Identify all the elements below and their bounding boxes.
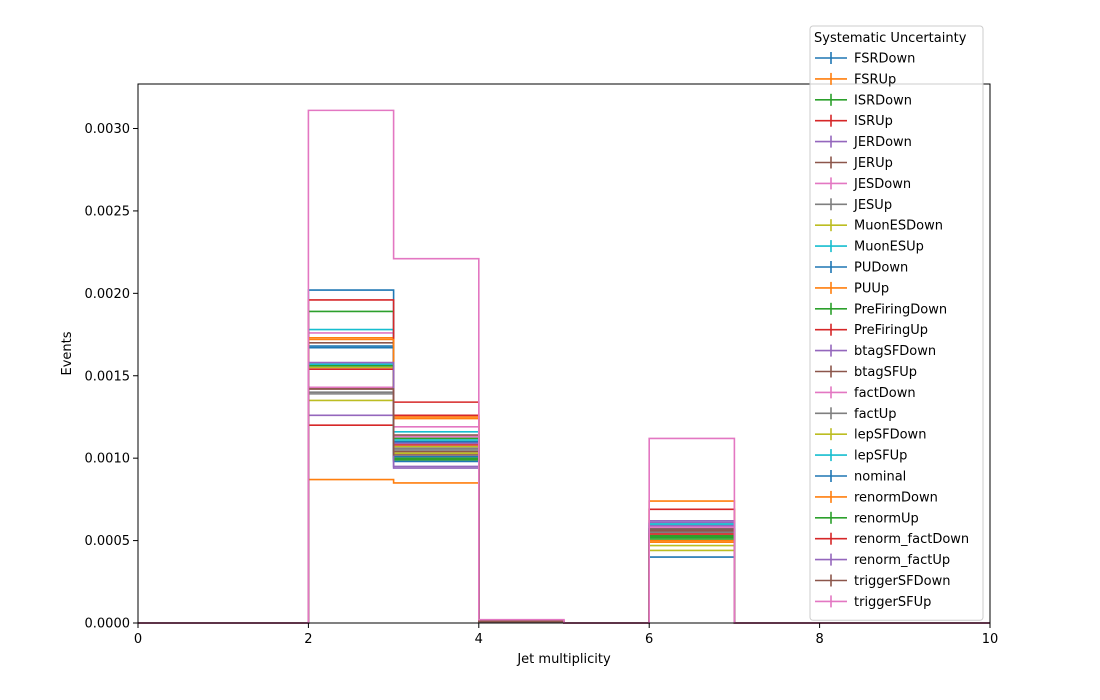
legend-label: ISRUp: [854, 114, 893, 129]
legend-label: triggerSFUp: [854, 595, 931, 610]
legend-label: renormUp: [854, 511, 919, 526]
legend-item: MuonESUp: [815, 240, 924, 255]
legend-item: factUp: [815, 407, 897, 422]
legend-label: btagSFUp: [854, 365, 917, 380]
legend-label: FSRDown: [854, 52, 915, 67]
legend-item: FSRUp: [815, 72, 896, 87]
legend-item: PreFiringUp: [815, 323, 928, 338]
x-axis-label: Jet multiplicity: [516, 652, 611, 667]
legend-item: PUDown: [815, 261, 908, 276]
x-tick-label: 10: [982, 632, 999, 647]
legend-label: MuonESDown: [854, 219, 943, 234]
legend-item: btagSFUp: [815, 365, 917, 380]
legend-item: factDown: [815, 386, 916, 401]
y-tick-label: 0.0030: [85, 122, 131, 137]
legend-item: MuonESDown: [815, 219, 943, 234]
x-tick-label: 0: [134, 632, 142, 647]
legend-label: PreFiringDown: [854, 302, 947, 317]
legend-label: factUp: [854, 407, 897, 422]
x-tick-label: 6: [645, 632, 653, 647]
legend-item: FSRDown: [815, 52, 915, 67]
y-tick-label: 0.0020: [85, 287, 131, 302]
legend: Systematic Uncertainty FSRDown FSRUp ISRDo…: [809, 25, 984, 621]
legend-label: factDown: [854, 386, 916, 401]
legend-label: PUUp: [854, 281, 889, 296]
legend-label: JESUp: [853, 198, 892, 213]
legend-label: renorm_factUp: [854, 553, 950, 568]
legend-label: lepSFUp: [854, 449, 907, 464]
legend-label: ISRDown: [854, 93, 912, 108]
legend-label: JESDown: [853, 177, 911, 192]
x-tick-label: 4: [475, 632, 483, 647]
legend-item: JESUp: [815, 198, 892, 213]
axes-layer: 0 2 4 6 8 10 0.0000 0.0005 0.0010 0.0015 0.0020 0.0…: [85, 122, 999, 647]
legend-label: FSRUp: [854, 72, 896, 87]
legend-label: PUDown: [854, 261, 908, 276]
plot-frame: [137, 83, 991, 624]
legend-item: renormDown: [815, 490, 938, 505]
legend-item: JERDown: [815, 135, 912, 150]
legend-label: lepSFDown: [854, 428, 926, 443]
legend-label: triggerSFDown: [854, 574, 950, 589]
legend-label: renorm_factDown: [854, 532, 969, 547]
legend-label: PreFiringUp: [854, 323, 928, 338]
legend-item: btagSFDown: [815, 344, 936, 359]
legend-item: triggerSFUp: [815, 595, 931, 610]
legend-item: lepSFDown: [815, 428, 926, 443]
legend-item: triggerSFDown: [815, 574, 950, 589]
y-tick-label: 0.0025: [85, 204, 131, 219]
legend-item: PreFiringDown: [815, 302, 947, 317]
legend-label: renormDown: [854, 490, 938, 505]
y-axis-label: Events: [60, 331, 75, 375]
x-tick-label: 2: [304, 632, 312, 647]
legend-label: MuonESUp: [854, 240, 924, 255]
legend-item: lepSFUp: [815, 449, 907, 464]
legend-label: JERDown: [853, 135, 912, 150]
y-tick-label: 0.0015: [85, 369, 131, 384]
legend-item: renormUp: [815, 511, 919, 526]
legend-item: nominal: [815, 470, 906, 485]
legend-label: nominal: [854, 470, 906, 485]
legend-items: FSRDown FSRUp ISRDown ISRUp JERDown JERUp JESD…: [815, 52, 969, 610]
legend-item: ISRUp: [815, 114, 893, 129]
y-tick-label: 0.0000: [85, 617, 131, 632]
legend-item: JERUp: [815, 156, 893, 171]
x-tick-label: 8: [815, 632, 823, 647]
legend-item: PUUp: [815, 281, 889, 296]
legend-title: Systematic Uncertainty: [814, 31, 967, 46]
legend-box: [809, 25, 984, 621]
legend-item: ISRDown: [815, 93, 912, 108]
legend-item: renorm_factUp: [815, 553, 950, 568]
y-tick-label: 0.0010: [85, 452, 131, 467]
legend-item: JESDown: [815, 177, 911, 192]
legend-label: JERUp: [853, 156, 893, 171]
legend-label: btagSFDown: [854, 344, 936, 359]
legend-item: renorm_factDown: [815, 532, 969, 547]
y-tick-label: 0.0005: [85, 534, 131, 549]
